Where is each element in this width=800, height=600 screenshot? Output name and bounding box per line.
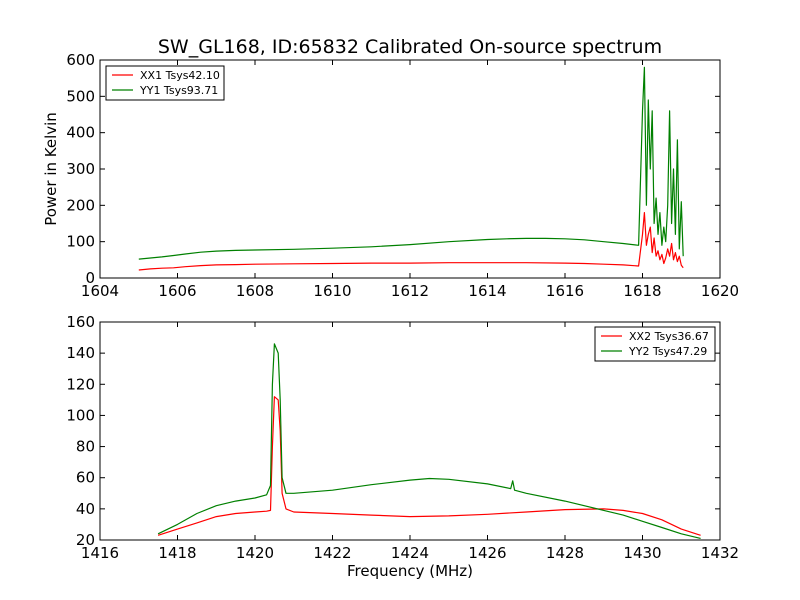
y-tick-label: 60 (76, 469, 95, 487)
y-tick-label: 300 (66, 160, 95, 178)
x-tick-label: 1618 (623, 282, 661, 300)
legend-entry-label: YY2 Tsys47.29 (628, 345, 707, 358)
bottom-plot-legend: XX2 Tsys36.67 YY2 Tsys47.29 (594, 326, 716, 362)
x-tick-label: 1418 (158, 544, 196, 562)
top-plot-ticks: 1604 1606 1608 1610 1612 1614 1616 1618 1620 0 100… (66, 51, 739, 300)
y-tick-label: 120 (66, 375, 95, 393)
series-line-1 (138, 212, 684, 271)
legend-entry-label: YY1 Tsys93.71 (139, 84, 218, 97)
series-line-2 (157, 343, 701, 539)
x-tick-label: 1424 (391, 544, 429, 562)
x-tick-label: 1616 (546, 282, 584, 300)
legend-entry-label: XX1 Tsys42.10 (140, 69, 220, 82)
y-tick-label: 80 (76, 438, 95, 456)
x-tick-label: 1614 (468, 282, 506, 300)
top-plot-y-axis-label: Power in Kelvin (42, 112, 60, 226)
x-tick-label: 1426 (468, 544, 506, 562)
series-line-2 (138, 66, 684, 260)
x-tick-label: 1420 (236, 544, 274, 562)
x-tick-label: 1604 (81, 282, 119, 300)
legend-box (105, 65, 225, 101)
top-plot-legend: XX1 Tsys42.10 YY1 Tsys93.71 (105, 65, 225, 101)
x-tick-label: 1620 (701, 282, 739, 300)
y-tick-label: 500 (66, 87, 95, 105)
bottom-plot-panel: 1416 1418 1420 1422 1424 1426 1428 1430 1432 20 40… (66, 313, 739, 580)
bottom-plot-ticks: 1416 1418 1420 1422 1424 1426 1428 1430 1432 20 40… (66, 313, 739, 562)
x-tick-label: 1428 (546, 544, 584, 562)
y-tick-label: 200 (66, 196, 95, 214)
figure-title: SW_GL168, ID:65832 Calibrated On-source … (158, 36, 662, 58)
legend-box (594, 326, 716, 362)
x-tick-label: 1606 (158, 282, 196, 300)
x-tick-label: 1612 (391, 282, 429, 300)
legend-entry-label: XX2 Tsys36.67 (629, 330, 709, 343)
y-tick-label: 160 (66, 313, 95, 331)
x-tick-label: 1416 (81, 544, 119, 562)
x-tick-label: 1610 (313, 282, 351, 300)
y-tick-label: 20 (76, 531, 95, 549)
y-tick-label: 400 (66, 124, 95, 142)
y-tick-label: 100 (66, 233, 95, 251)
x-tick-label: 1608 (236, 282, 274, 300)
x-tick-label: 1430 (623, 544, 661, 562)
bottom-plot-series (157, 343, 701, 539)
y-tick-label: 100 (66, 406, 95, 424)
x-tick-label: 1432 (701, 544, 739, 562)
series-line-1 (157, 396, 701, 536)
y-tick-label: 40 (76, 500, 95, 518)
top-plot-panel: 1604 1606 1608 1610 1612 1614 1616 1618 1620 0 100… (42, 51, 739, 300)
top-plot-series (138, 66, 684, 271)
y-tick-label: 0 (85, 269, 95, 287)
y-tick-label: 140 (66, 344, 95, 362)
y-tick-label: 600 (66, 51, 95, 69)
x-tick-label: 1422 (313, 544, 351, 562)
bottom-plot-x-axis-label: Frequency (MHz) (347, 562, 473, 580)
